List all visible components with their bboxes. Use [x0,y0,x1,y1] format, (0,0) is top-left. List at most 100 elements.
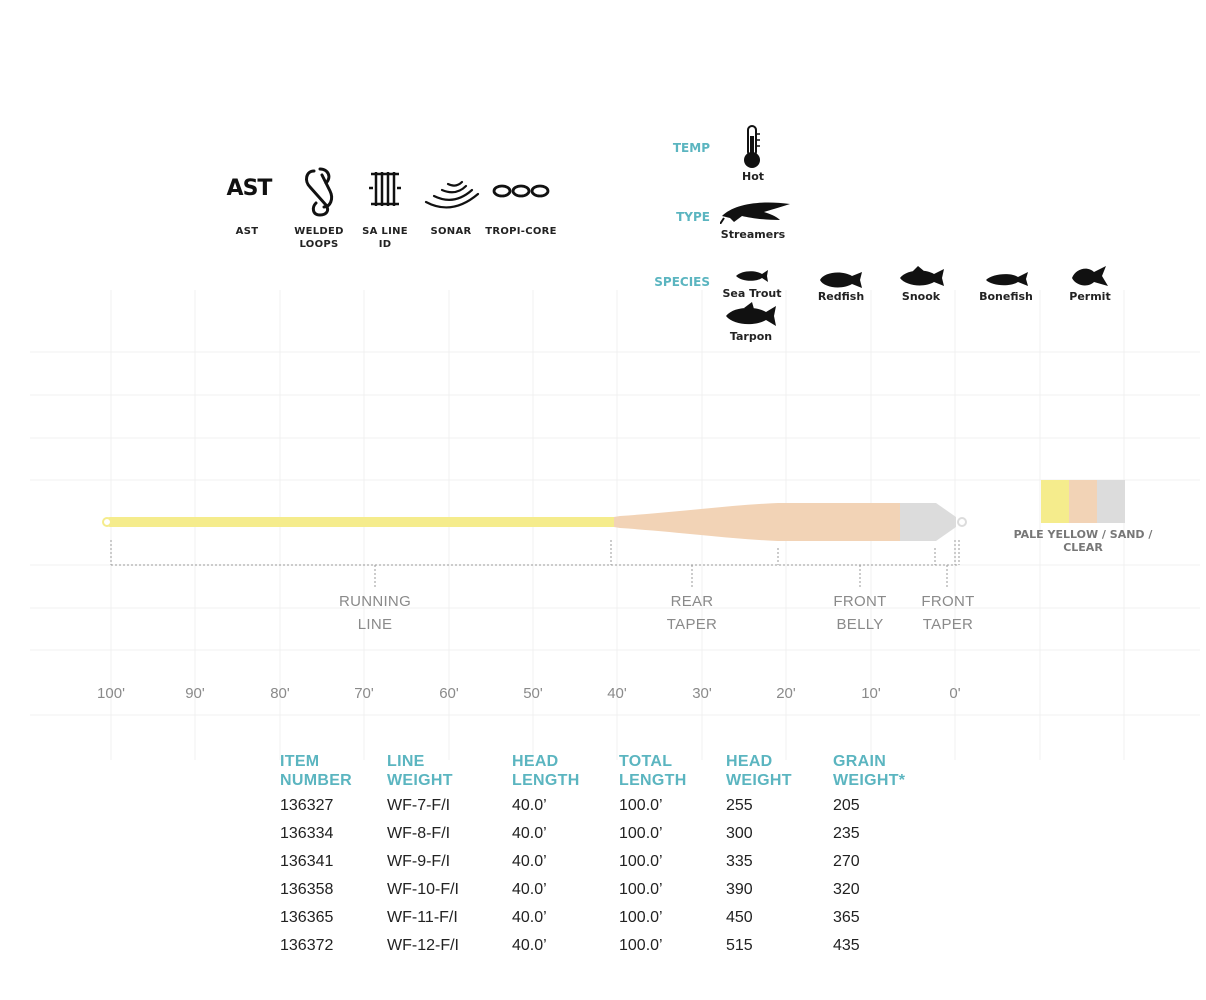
distance-tick: 90' [185,685,205,702]
type-value: Streamers [720,228,786,241]
section-running-line: RUNNING LINE [330,590,420,636]
header-total-length: TOTAL LENGTH [619,753,687,789]
color-swatch-clear [1097,480,1125,523]
section-label-line1: REAR [670,593,714,610]
ast-text-icon: AST [226,176,273,201]
cell-head-weight: 300 [726,825,753,842]
cell-head-length: 40.0’ [512,797,547,814]
cell-item-number: 136334 [280,825,334,842]
cell-head-weight: 515 [726,937,753,954]
header-head-weight: HEAD WEIGHT [726,753,792,789]
cell-total-length: 100.0’ [619,909,663,926]
distance-tick: 100' [97,685,125,702]
section-label-line1: FRONT [921,593,975,610]
section-label-line2: TAPER [922,616,974,633]
dimension-lines [110,540,960,588]
distance-tick: 50' [523,685,543,702]
sea-trout-icon [736,270,768,282]
cell-total-length: 100.0’ [619,825,663,842]
cell-line-weight: WF-10-F/I [387,881,459,898]
sonar-icon [424,180,480,209]
cell-head-length: 40.0’ [512,825,547,842]
cell-grain-weight: 365 [833,909,860,926]
cell-head-length: 40.0’ [512,937,547,954]
section-front-belly: FRONT BELLY [815,590,905,636]
cell-head-length: 40.0’ [512,853,547,870]
cell-grain-weight: 235 [833,825,860,842]
cell-head-weight: 390 [726,881,753,898]
cell-grain-weight: 270 [833,853,860,870]
cell-item-number: 136372 [280,937,334,954]
species-name-bonefish: Bonefish [979,290,1033,303]
table-row: 136327 WF-7-F/I 40.0’ 100.0’ 255 205 [280,792,943,820]
cell-head-weight: 335 [726,853,753,870]
section-label-line2: LINE [357,616,393,633]
cell-grain-weight: 435 [833,937,860,954]
section-label-line1: RUNNING [338,593,412,610]
cell-head-weight: 255 [726,797,753,814]
distance-tick: 0' [949,685,961,702]
streamer-fly-icon [720,202,790,224]
cell-item-number: 136358 [280,881,334,898]
cell-line-weight: WF-11-F/I [387,909,458,926]
cell-total-length: 100.0’ [619,797,663,814]
cell-head-length: 40.0’ [512,909,547,926]
type-label: TYPE [676,210,710,224]
redfish-icon [820,272,862,288]
distance-tick: 60' [439,685,459,702]
rear-loop [102,517,112,527]
species-name-permit: Permit [1069,290,1111,303]
permit-icon [1072,264,1108,286]
distance-tick: 80' [270,685,290,702]
tropi-core-icon [492,184,550,198]
cell-head-weight: 450 [726,909,753,926]
head-segment [614,503,900,541]
temp-value: Hot [741,170,765,183]
section-label-line1: FRONT [833,593,887,610]
species-name-redfish: Redfish [817,290,865,303]
table-row: 136334 WF-8-F/I 40.0’ 100.0’ 300 235 [280,820,943,848]
species-label: SPECIES [654,275,710,289]
cell-grain-weight: 320 [833,881,860,898]
cell-line-weight: WF-8-F/I [387,825,451,842]
cell-head-length: 40.0’ [512,881,547,898]
cell-total-length: 100.0’ [619,853,663,870]
species-name-sea-trout: Sea Trout [722,287,782,300]
color-swatch-sand [1069,480,1097,523]
tip-segment [900,503,956,541]
section-label-line2: TAPER [666,616,718,633]
tarpon-icon [726,302,776,326]
welded-loops-icon [305,167,334,217]
snook-icon [900,266,944,286]
temp-label: TEMP [672,141,710,155]
feature-label-sonar: SONAR [430,226,472,237]
cell-line-weight: WF-9-F/I [387,853,451,870]
cell-total-length: 100.0’ [619,937,663,954]
color-swatch-pale-yellow [1041,480,1069,523]
header-item-number: ITEM NUMBER [280,753,353,789]
section-rear-taper: REAR TAPER [647,590,737,636]
thermometer-icon [744,125,760,168]
distance-tick: 30' [692,685,712,702]
feature-label-ast: AST [235,226,259,237]
line-id-icon [369,172,401,206]
table-row: 136341 WF-9-F/I 40.0’ 100.0’ 335 270 [280,848,943,876]
fly-line-profile [102,503,967,588]
specs-table: ITEM NUMBER LINE WEIGHT HEAD LENGTH TOTAL LE… [280,752,943,960]
color-label: PALE YELLOW / SAND / CLEAR [1013,528,1153,554]
cell-item-number: 136341 [280,853,334,870]
bonefish-icon [986,272,1028,286]
table-row: 136358 WF-10-F/I 40.0’ 100.0’ 390 320 [280,876,943,904]
distance-tick: 20' [776,685,796,702]
cell-item-number: 136327 [280,797,334,814]
species-name-tarpon: Tarpon [729,330,773,343]
front-loop [957,517,967,527]
distance-tick: 70' [354,685,374,702]
header-grain-weight: GRAIN WEIGHT* [833,753,906,789]
cell-line-weight: WF-7-F/I [387,797,451,814]
table-row: 136365 WF-11-F/I 40.0’ 100.0’ 450 365 [280,904,943,932]
distance-tick: 10' [861,685,881,702]
header-head-length: HEAD LENGTH [512,753,580,789]
section-label-line2: BELLY [836,616,884,633]
species-name-snook: Snook [901,290,941,303]
